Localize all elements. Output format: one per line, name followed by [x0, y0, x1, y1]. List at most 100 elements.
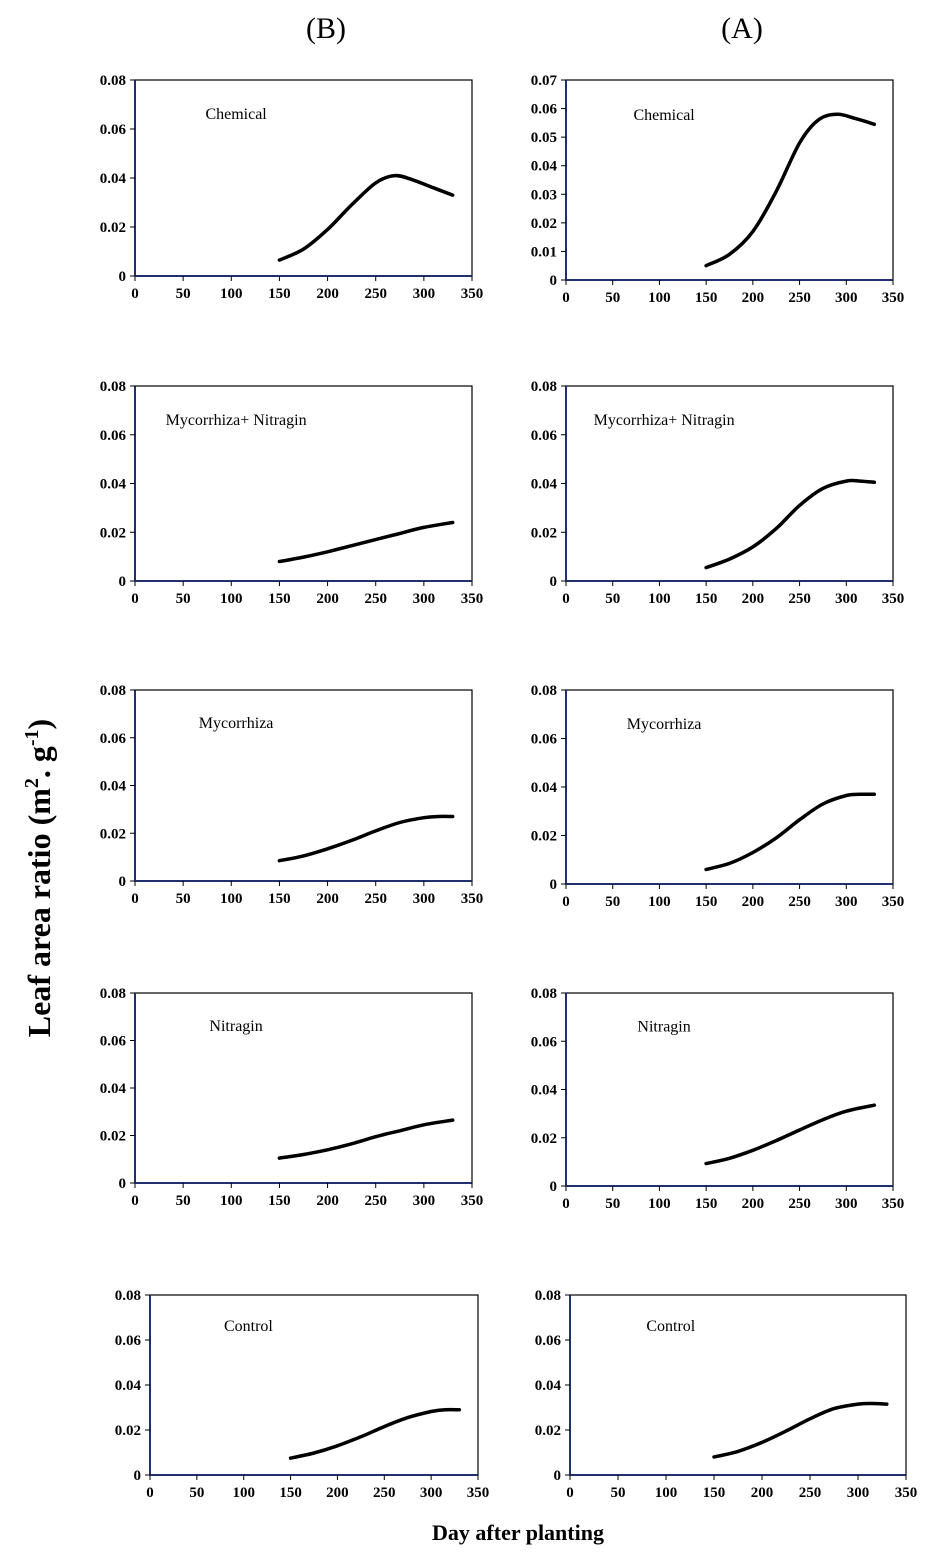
y-axis-title-sup-2: -1 — [21, 729, 43, 746]
chart-panel: 0 50 100 150 200 250 300 350 0 0.01 0.02 0.03 0.04 0.… — [531, 73, 905, 306]
series-line — [277, 520, 455, 564]
y-axis-title: Leaf area ratio (m2. g-1) — [21, 719, 57, 1037]
x-tick-label: 200 — [751, 1485, 774, 1501]
panel-label: Mycorrhiza+ Nitragin — [594, 412, 735, 429]
x-tick-label: 150 — [695, 290, 718, 306]
y-tick-label: 0.08 — [531, 683, 557, 699]
x-tick-label: 300 — [835, 591, 858, 607]
x-tick-label: 0 — [131, 286, 139, 302]
x-tick-label: 350 — [467, 1485, 490, 1501]
y-tick-label: 0.06 — [100, 1034, 127, 1050]
panel-label: Mycorrhiza — [627, 716, 702, 733]
x-tick-label: 100 — [220, 286, 243, 302]
x-tick-label: 200 — [742, 1196, 765, 1212]
y-tick-label: 0.02 — [531, 525, 557, 541]
y-tick-label: 0.02 — [531, 216, 557, 232]
x-tick-label: 150 — [695, 894, 718, 910]
x-tick-label: 250 — [373, 1485, 396, 1501]
x-tick-label: 50 — [605, 591, 620, 607]
x-tick-label: 150 — [268, 286, 291, 302]
y-tick-label: 0.04 — [531, 159, 558, 175]
y-tick-label: 0.08 — [531, 379, 557, 395]
x-tick-label: 250 — [364, 1193, 387, 1209]
y-tick-label: 0.06 — [531, 1034, 558, 1050]
plot-frame — [565, 689, 894, 885]
column-title-a: (A) — [721, 12, 763, 45]
y-tick-label: 0.04 — [100, 477, 127, 493]
x-tick-label: 0 — [562, 1196, 570, 1212]
y-tick-label: 0.02 — [115, 1423, 141, 1439]
y-tick-label: 0.02 — [100, 220, 126, 236]
panel-label: Nitragin — [637, 1019, 690, 1036]
x-tick-label: 0 — [562, 290, 570, 306]
x-tick-label: 0 — [562, 591, 570, 607]
y-tick-label: 0 — [119, 1176, 127, 1192]
y-tick-label: 0.08 — [100, 73, 126, 89]
y-tick-label: 0.06 — [531, 732, 558, 748]
y-tick-label: 0.08 — [100, 986, 126, 1002]
x-tick-label: 300 — [847, 1485, 870, 1501]
x-tick-label: 250 — [364, 286, 387, 302]
x-tick-label: 300 — [413, 891, 436, 907]
panel-label: Chemical — [633, 107, 695, 124]
panels: 0 50 100 150 200 250 300 350 0 0.02 0.04 0.06 0.08 Ch… — [100, 73, 918, 1501]
y-tick-label: 0 — [119, 574, 127, 590]
y-tick-label: 0 — [119, 874, 127, 890]
y-axis-title-sup-1: 2 — [21, 778, 43, 788]
y-tick-label: 0.04 — [535, 1378, 562, 1394]
x-tick-label: 300 — [420, 1485, 443, 1501]
panel-label: Nitragin — [209, 1018, 262, 1035]
y-tick-label: 0.04 — [100, 779, 127, 795]
x-tick-label: 200 — [316, 1193, 339, 1209]
panel-label: Mycorrhiza — [199, 715, 274, 732]
x-tick-label: 200 — [316, 591, 339, 607]
panel-label: Chemical — [205, 106, 267, 123]
y-tick-label: 0.06 — [531, 428, 558, 444]
y-tick-label: 0.07 — [531, 73, 558, 89]
x-tick-label: 250 — [364, 591, 387, 607]
y-tick-label: 0.06 — [535, 1333, 562, 1349]
x-tick-label: 300 — [413, 591, 436, 607]
y-tick-label: 0.04 — [100, 171, 127, 187]
x-tick-label: 150 — [703, 1485, 726, 1501]
panel-label: Control — [646, 1318, 695, 1335]
y-tick-label: 0 — [550, 1179, 558, 1195]
plot-frame — [134, 689, 473, 882]
y-tick-label: 0 — [554, 1468, 562, 1484]
x-tick-label: 150 — [279, 1485, 302, 1501]
y-tick-label: 0 — [550, 574, 558, 590]
y-tick-label: 0 — [134, 1468, 142, 1484]
y-tick-label: 0.03 — [531, 187, 557, 203]
x-tick-label: 100 — [648, 591, 671, 607]
plot-frame — [569, 1294, 907, 1476]
x-tick-label: 300 — [835, 894, 858, 910]
plot-frame — [565, 79, 894, 281]
series-line — [704, 1103, 877, 1166]
chart-panel: 0 50 100 150 200 250 300 350 0 0.02 0.04 0.06 0.08 Ch… — [100, 73, 484, 302]
y-tick-label: 0.08 — [100, 379, 126, 395]
x-tick-label: 350 — [882, 1196, 905, 1212]
x-tick-label: 100 — [648, 290, 671, 306]
x-tick-label: 250 — [788, 1196, 811, 1212]
x-tick-label: 350 — [461, 1193, 484, 1209]
x-tick-label: 350 — [882, 894, 905, 910]
y-tick-label: 0.02 — [100, 826, 126, 842]
x-tick-label: 200 — [326, 1485, 349, 1501]
y-axis-title-mid: . g — [21, 746, 57, 778]
x-tick-label: 100 — [648, 1196, 671, 1212]
y-tick-label: 0.08 — [531, 986, 557, 1002]
x-tick-label: 100 — [648, 894, 671, 910]
x-tick-label: 0 — [566, 1485, 574, 1501]
plot-frame — [134, 79, 473, 277]
x-tick-label: 250 — [788, 894, 811, 910]
series-line — [288, 1407, 462, 1460]
x-tick-label: 350 — [461, 286, 484, 302]
x-tick-label: 100 — [220, 1193, 243, 1209]
x-tick-label: 200 — [742, 591, 765, 607]
x-tick-label: 200 — [742, 290, 765, 306]
series-line — [704, 478, 877, 570]
x-tick-label: 50 — [176, 891, 191, 907]
y-axis-title-end: ) — [21, 719, 57, 730]
x-tick-label: 350 — [461, 891, 484, 907]
x-tick-label: 350 — [895, 1485, 918, 1501]
